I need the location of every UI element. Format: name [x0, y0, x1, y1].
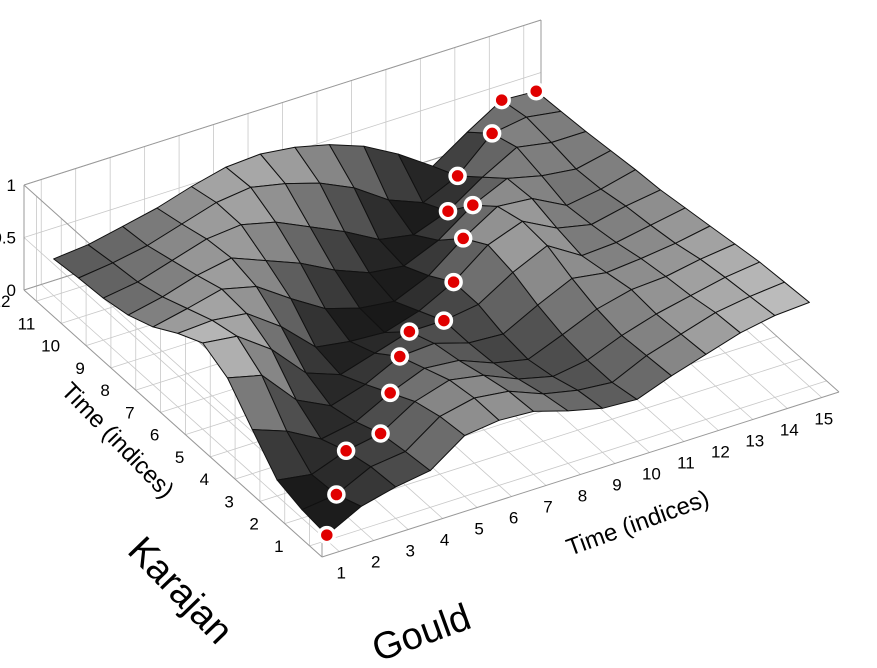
x-tick-label: 8: [578, 487, 587, 506]
z-tick-label: 0: [7, 281, 16, 300]
warping-path-point: [400, 322, 419, 341]
warping-path-point: [380, 383, 400, 403]
y-tick-label: 8: [100, 381, 109, 400]
warping-path: [317, 81, 546, 545]
floor-grid-y: [309, 380, 827, 547]
x-tick-label: 6: [509, 509, 518, 528]
warping-path-point: [526, 81, 546, 101]
x-tick-label: 11: [677, 454, 695, 473]
x-tick-label: 12: [711, 443, 730, 462]
tick-labels: 12345678910111213141512345678910111200.5…: [0, 176, 833, 583]
y-tick-label: 2: [249, 515, 258, 534]
y-tick-label: 11: [18, 314, 36, 333]
warping-path-point: [371, 424, 390, 443]
warping-path-point: [463, 195, 483, 215]
x-performer-label: Gould: [367, 596, 477, 668]
warping-path-point: [482, 124, 502, 143]
warping-path-point: [444, 272, 463, 292]
warping-path-point: [317, 525, 337, 545]
x-tick-label: 1: [336, 564, 345, 583]
x-tick-label: 7: [543, 498, 552, 517]
x-tick-label: 3: [405, 542, 414, 561]
y-tick-label: 3: [224, 492, 233, 511]
x-tick-label: 4: [440, 531, 449, 550]
warping-path-point: [336, 441, 356, 461]
y-tick-label: 12: [0, 292, 10, 311]
x-tick-label: 13: [745, 432, 764, 451]
y-tick-label: 5: [175, 448, 184, 467]
surface-facet: [749, 281, 810, 316]
x-tick-label: 9: [612, 476, 621, 495]
x-tick-label: 10: [642, 465, 661, 484]
x-tick-label: 14: [780, 421, 799, 440]
warping-path-point: [492, 90, 511, 110]
surface-layer: [53, 90, 810, 536]
warping-path-point: [448, 166, 467, 186]
warping-path-point: [438, 201, 458, 221]
x-tick-label: 15: [814, 410, 833, 429]
warping-path-point: [390, 347, 410, 366]
z-tick-label: 1: [7, 176, 16, 195]
y-tick-label: 4: [200, 470, 209, 489]
x-tick-label: 5: [474, 520, 483, 539]
warping-path-point: [434, 311, 454, 330]
y-tick-label: 10: [41, 337, 60, 356]
axes-box-edge: [23, 19, 542, 186]
axes-box-edge: [321, 391, 840, 558]
y-tick-label: 9: [75, 359, 84, 378]
y-tick-label: 1: [274, 537, 283, 556]
axes-box-edge: [23, 289, 323, 558]
floor-grid-x: [40, 284, 340, 552]
z-tick-label: 0.5: [0, 229, 16, 248]
y-tick-label: 6: [150, 426, 159, 445]
y-performer-label: Karajan: [120, 529, 241, 652]
warping-path-point: [453, 229, 473, 248]
y-tick-label: 7: [125, 403, 134, 422]
x-tick-label: 2: [371, 553, 380, 572]
warping-path-point: [327, 485, 346, 504]
